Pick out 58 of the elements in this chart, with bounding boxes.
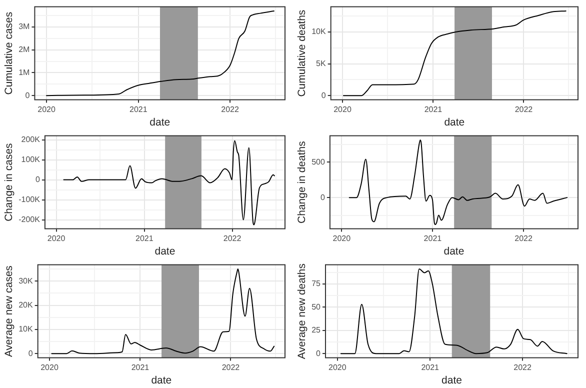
x-axis-title: date bbox=[442, 374, 462, 387]
x-tick-label: 2022 bbox=[221, 104, 240, 114]
y-tick-label: 0 bbox=[320, 192, 326, 202]
y-tick-label: -100K bbox=[18, 195, 41, 204]
y-tick-label: 30K bbox=[18, 276, 34, 286]
x-axis-title: date bbox=[444, 116, 465, 129]
x-tick-label: 2022 bbox=[514, 234, 533, 243]
x-tick-label: 2022 bbox=[222, 362, 240, 372]
x-tick-label: 2020 bbox=[332, 234, 352, 243]
line-series bbox=[340, 268, 568, 354]
x-tick-label: 2020 bbox=[328, 362, 347, 372]
y-tick-label: 0 bbox=[316, 348, 322, 358]
x-tick-label: 2021 bbox=[424, 104, 443, 114]
y-tick-label: 1M bbox=[18, 68, 30, 77]
line-series bbox=[342, 10, 566, 96]
y-axis-title: Average new deaths bbox=[296, 264, 308, 360]
x-tick-label: 2021 bbox=[424, 234, 442, 243]
y-axis-title: Change in cases bbox=[3, 143, 16, 222]
y-tick-label: 0 bbox=[321, 90, 326, 100]
y-tick-label: 2M bbox=[18, 45, 30, 54]
x-axis-title: date bbox=[154, 246, 176, 258]
y-axis-title: Average new cases bbox=[3, 266, 16, 358]
line-series bbox=[51, 268, 275, 354]
x-tick-label: 2021 bbox=[421, 362, 440, 372]
y-tick-label: 0 bbox=[28, 348, 34, 358]
x-tick-label: 2022 bbox=[514, 362, 532, 372]
x-tick-label: 2020 bbox=[38, 104, 56, 114]
x-tick-label: 2021 bbox=[135, 234, 154, 243]
x-axis-title: date bbox=[444, 246, 464, 258]
y-tick-label: 200K bbox=[21, 135, 41, 144]
y-tick-label: 5K bbox=[316, 58, 326, 68]
y-tick-label: 50 bbox=[312, 302, 322, 312]
y-tick-label: 0 bbox=[35, 175, 40, 184]
x-tick-label: 2021 bbox=[131, 362, 150, 372]
y-tick-label: 75 bbox=[312, 279, 322, 288]
line-series bbox=[348, 140, 568, 226]
y-tick-label: 0 bbox=[25, 90, 30, 100]
y-tick-label: 3M bbox=[18, 22, 30, 32]
y-tick-label: 20K bbox=[18, 300, 34, 310]
x-tick-label: 2022 bbox=[223, 234, 242, 243]
y-axis-title: Cumulative cases bbox=[3, 12, 16, 95]
x-axis-title: date bbox=[151, 374, 172, 387]
y-tick-label: 10K bbox=[312, 27, 326, 36]
y-tick-label: -200K bbox=[18, 215, 41, 224]
x-tick-label: 2020 bbox=[47, 234, 66, 243]
y-tick-label: 500 bbox=[312, 157, 326, 166]
x-axis-title: date bbox=[150, 116, 170, 129]
y-tick-label: 10K bbox=[18, 324, 34, 334]
y-tick-label: 25 bbox=[312, 326, 322, 335]
x-tick-label: 2022 bbox=[514, 104, 534, 114]
y-tick-label: 100K bbox=[21, 155, 41, 164]
line-series bbox=[63, 140, 275, 226]
x-tick-label: 2020 bbox=[334, 104, 352, 114]
x-tick-label: 2021 bbox=[129, 104, 148, 114]
x-tick-label: 2020 bbox=[40, 362, 59, 372]
y-axis-title: Change in deaths bbox=[296, 141, 308, 224]
y-axis-title: Cumulative deaths bbox=[296, 10, 308, 97]
line-series bbox=[46, 10, 274, 96]
